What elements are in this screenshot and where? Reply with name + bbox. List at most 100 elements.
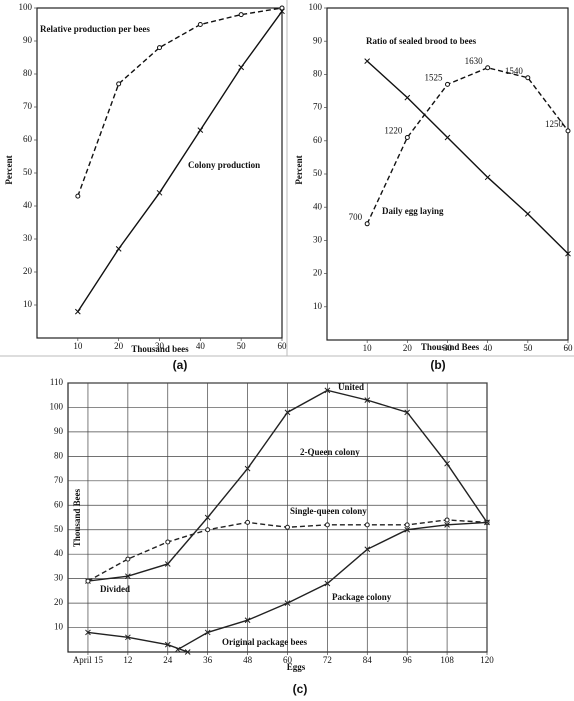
x-tick-label: 108 [440,655,454,665]
y-tick-label: 90 [23,35,33,45]
point-marker [364,397,371,403]
y-tick-label: 80 [54,450,64,460]
point-marker [484,174,491,181]
point-marker [157,45,162,51]
y-tick-label: 60 [23,134,33,144]
series-line [177,521,488,651]
y-axis-label: Percent [294,155,304,184]
x-tick-label: 10 [73,341,83,351]
point-marker [324,387,331,394]
x-tick-label: 120 [480,655,494,665]
point-marker [85,578,91,584]
point-marker [74,308,81,315]
x-tick-label: 40 [196,341,206,351]
point-marker [444,134,451,141]
point-marker [184,649,191,655]
panel-label: (a) [173,358,188,372]
y-tick-label: 110 [50,377,64,387]
y-tick-label: 70 [54,475,64,485]
point-label: 1220 [384,126,403,136]
point-marker [444,517,450,523]
point-marker [364,522,370,528]
x-axis-label: Eggs [287,662,306,672]
x-tick-label: 60 [283,655,293,665]
x-axis-label: Thousand Bees [421,342,480,352]
point-marker [445,81,450,87]
point-marker [284,524,290,530]
series-line [366,67,569,225]
x-tick-label: 50 [523,343,533,353]
x-tick-label: 30 [443,343,453,353]
point-marker [484,519,490,526]
series-line [87,631,188,653]
y-tick-label: 70 [313,102,323,112]
series-name: Package colony [332,592,392,602]
series-name: Original package bees [222,637,307,647]
series-name: Daily egg laying [382,206,444,216]
panel-label: (c) [293,682,308,696]
point-marker [444,521,450,528]
y-tick-label: 90 [313,35,323,45]
series-line [366,60,569,255]
x-tick-label: 20 [403,343,413,353]
x-tick-label: 12 [123,655,132,665]
y-tick-label: 50 [23,167,33,177]
y-tick-label: 100 [19,2,33,12]
x-tick-label: 60 [278,341,288,351]
x-tick-label: 84 [363,655,373,665]
y-axis-label: Percent [4,155,14,184]
point-marker [115,246,122,252]
annotation: United [338,382,364,392]
x-tick-label: 50 [237,341,247,351]
y-tick-label: 40 [23,200,33,210]
x-tick-label: 60 [564,343,574,353]
point-marker [324,522,330,528]
point-marker [244,465,251,472]
panel-label: (b) [430,358,445,372]
point-marker [197,22,203,27]
x-tick-label: 24 [163,655,173,665]
y-tick-label: 20 [23,266,33,276]
series-name: 2-Queen colony [300,447,360,457]
y-tick-label: 100 [309,2,323,12]
y-tick-label: 50 [313,168,323,178]
y-tick-label: 60 [54,499,64,509]
series-line [77,10,283,312]
point-marker [244,617,251,624]
point-label: 1630 [465,56,484,66]
x-tick-label: 48 [243,655,253,665]
point-marker [364,58,371,64]
point-marker [404,134,410,140]
point-marker [524,210,531,217]
point-marker [205,527,211,533]
y-tick-label: 70 [23,101,33,111]
point-marker [116,81,122,87]
point-marker [404,409,411,416]
point-marker [404,526,411,533]
y-tick-label: 20 [54,597,64,607]
y-tick-label: 30 [54,573,64,583]
point-marker [565,128,571,134]
point-marker [165,539,171,545]
point-marker [197,127,204,133]
point-marker [279,8,285,15]
point-label: 1250 [545,119,564,129]
y-tick-label: 60 [313,135,323,145]
point-label: 1525 [425,72,444,82]
series-line [77,7,283,197]
point-marker [156,189,163,196]
x-tick-label: 40 [483,343,493,353]
series-name: Colony production [188,160,260,170]
point-marker [245,519,251,525]
point-marker [204,629,211,636]
point-marker [404,94,411,101]
point-marker [85,629,91,636]
series-name: Single-queen colony [290,506,367,516]
x-tick-label: 72 [323,655,332,665]
y-axis-label: Thousand Bees [72,488,82,547]
point-label: 700 [349,212,363,222]
y-tick-label: 10 [54,622,64,632]
y-tick-label: 40 [54,548,64,558]
x-tick-label: April 15 [73,655,104,665]
